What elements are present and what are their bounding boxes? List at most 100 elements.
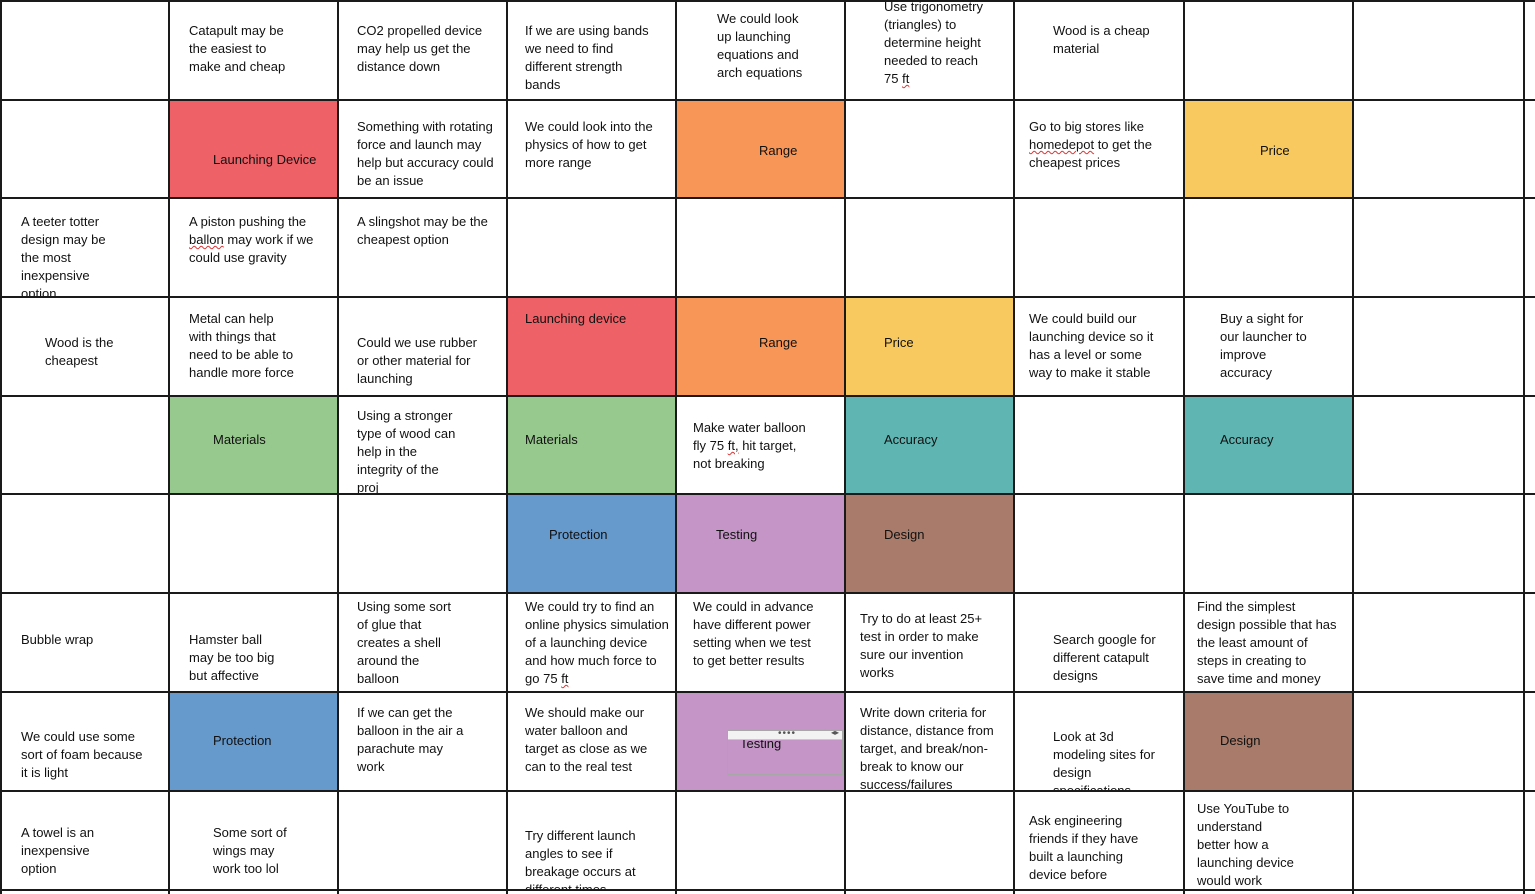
table-cell-r9-c2[interactable]: Some sort of wings may work too lol bbox=[169, 791, 338, 890]
table-cell-r7-c1[interactable]: Bubble wrap bbox=[0, 593, 169, 692]
drag-grip-icon[interactable]: •••• bbox=[778, 728, 797, 739]
table-cell-r9-c8[interactable]: Use YouTube to understand better how a l… bbox=[1184, 791, 1353, 890]
handle-bar[interactable]: •••• ◂▸ bbox=[728, 728, 842, 740]
table-cell-r8-c8[interactable]: Design bbox=[1184, 692, 1353, 791]
table-cell-r6-c9[interactable] bbox=[1353, 494, 1524, 593]
table-cell-r6-c4[interactable]: Protection bbox=[507, 494, 676, 593]
table-cell-r6-c5[interactable]: Testing bbox=[676, 494, 845, 593]
table-cell-r1-c1[interactable] bbox=[0, 0, 169, 100]
table-cell-r7-c3[interactable]: Using some sort of glue that creates a s… bbox=[338, 593, 507, 692]
table-cell-r4-c3[interactable]: Could we use rubber or other material fo… bbox=[338, 297, 507, 396]
table-cell-r2-c2[interactable]: Launching Device bbox=[169, 100, 338, 198]
table-cell-r5-c5[interactable]: Make water balloon fly 75 ft, hit target… bbox=[676, 396, 845, 494]
cell-text: Materials bbox=[525, 432, 578, 447]
table-cell-r6-c8[interactable] bbox=[1184, 494, 1353, 593]
cell-text: A towel is an inexpensive option bbox=[21, 825, 95, 876]
grid-line-vertical bbox=[1523, 0, 1525, 894]
table-cell-r5-c7[interactable] bbox=[1014, 396, 1184, 494]
table-cell-r4-c9[interactable] bbox=[1353, 297, 1524, 396]
table-cell-r3-c1[interactable]: A teeter totter design may be the most i… bbox=[0, 198, 169, 297]
table-cell-r4-c1[interactable]: Wood is the cheapest bbox=[0, 297, 169, 396]
cell-text: Try to do at least 25+ test in order to … bbox=[860, 611, 983, 680]
cell-text: Testing bbox=[716, 527, 758, 542]
resize-arrows-icon[interactable]: ◂▸ bbox=[830, 728, 839, 737]
table-cell-r1-c9[interactable] bbox=[1353, 0, 1524, 100]
table-cell-r4-c4[interactable]: Launching device bbox=[507, 297, 676, 396]
table-cell-r1-c2[interactable]: Catapult may be the easiest to make and … bbox=[169, 0, 338, 100]
grid-line-vertical bbox=[506, 0, 508, 894]
table-cell-r9-c4[interactable]: Try different launch angles to see if br… bbox=[507, 791, 676, 890]
table-cell-r7-c7[interactable]: Search google for different catapult des… bbox=[1014, 593, 1184, 692]
table-cell-r7-c4[interactable]: We could try to find an online physics s… bbox=[507, 593, 676, 692]
table-cell-r7-c5[interactable]: We could in advance have different power… bbox=[676, 593, 845, 692]
table-cell-r2-c1[interactable] bbox=[0, 100, 169, 198]
table-cell-r9-c6[interactable] bbox=[845, 791, 1014, 890]
table-cell-r2-c3[interactable]: Something with rotating force and launch… bbox=[338, 100, 507, 198]
cell-text: If we can get the balloon in the air a p… bbox=[357, 705, 464, 774]
grid-line-horizontal bbox=[0, 296, 1535, 298]
table-cell-r3-c6[interactable] bbox=[845, 198, 1014, 297]
table-cell-r7-c6[interactable]: Try to do at least 25+ test in order to … bbox=[845, 593, 1014, 692]
table-cell-r9-c5[interactable] bbox=[676, 791, 845, 890]
cell-text: Wood is a cheap material bbox=[1053, 23, 1150, 56]
table-cell-r1-c4[interactable]: If we are using bands we need to find di… bbox=[507, 0, 676, 100]
table-cell-r5-c6[interactable]: Accuracy bbox=[845, 396, 1014, 494]
table-cell-r8-c4[interactable]: We should make our water balloon and tar… bbox=[507, 692, 676, 791]
cell-text: Design bbox=[884, 527, 925, 542]
table-cell-r9-c7[interactable]: Ask engineering friends if they have bui… bbox=[1014, 791, 1184, 890]
cell-text: Some sort of wings may work too lol bbox=[213, 825, 287, 876]
grid-line-vertical bbox=[1183, 0, 1185, 894]
table-cell-r6-c1[interactable] bbox=[0, 494, 169, 593]
table-cell-r9-c9[interactable] bbox=[1353, 791, 1524, 890]
table-cell-r1-c8[interactable] bbox=[1184, 0, 1353, 100]
table-cell-r8-c6[interactable]: Write down criteria for distance, distan… bbox=[845, 692, 1014, 791]
table-cell-r1-c6[interactable]: Use trigonometry (triangles) to determin… bbox=[845, 0, 1014, 100]
grid-line-vertical bbox=[168, 0, 170, 894]
table-cell-r8-c7[interactable]: Look at 3d modeling sites for design spe… bbox=[1014, 692, 1184, 791]
table-cell-r7-c8[interactable]: Find the simplest design possible that h… bbox=[1184, 593, 1353, 692]
table-cell-r7-c2[interactable]: Hamster ball may be too big but affectiv… bbox=[169, 593, 338, 692]
table-cell-r2-c6[interactable] bbox=[845, 100, 1014, 198]
table-cell-r5-c2[interactable]: Materials bbox=[169, 396, 338, 494]
table-cell-r6-c2[interactable] bbox=[169, 494, 338, 593]
table-cell-r4-c2[interactable]: Metal can help with things that need to … bbox=[169, 297, 338, 396]
table-cell-r2-c5[interactable]: Range bbox=[676, 100, 845, 198]
table-cell-r8-c3[interactable]: If we can get the balloon in the air a p… bbox=[338, 692, 507, 791]
table-cell-r9-c3[interactable] bbox=[338, 791, 507, 890]
table-cell-r5-c1[interactable] bbox=[0, 396, 169, 494]
table-cell-r3-c2[interactable]: A piston pushing the ballon may work if … bbox=[169, 198, 338, 297]
table-cell-r2-c8[interactable]: Price bbox=[1184, 100, 1353, 198]
table-cell-r5-c8[interactable]: Accuracy bbox=[1184, 396, 1353, 494]
table-cell-r4-c5[interactable]: Range bbox=[676, 297, 845, 396]
table-cell-r1-c5[interactable]: We could look up launching equations and… bbox=[676, 0, 845, 100]
table-cell-r8-c2[interactable]: Protection bbox=[169, 692, 338, 791]
table-cell-r8-c9[interactable] bbox=[1353, 692, 1524, 791]
table-cell-r2-c9[interactable] bbox=[1353, 100, 1524, 198]
table-cell-r3-c4[interactable] bbox=[507, 198, 676, 297]
table-cell-r7-c9[interactable] bbox=[1353, 593, 1524, 692]
table-cell-r3-c9[interactable] bbox=[1353, 198, 1524, 297]
table-cell-r6-c3[interactable] bbox=[338, 494, 507, 593]
table-cell-r1-c3[interactable]: CO2 propelled device may help us get the… bbox=[338, 0, 507, 100]
table-cell-r6-c6[interactable]: Design bbox=[845, 494, 1014, 593]
table-cell-r6-c7[interactable] bbox=[1014, 494, 1184, 593]
table-cell-r2-c4[interactable]: We could look into the physics of how to… bbox=[507, 100, 676, 198]
text-box-resize-handle[interactable]: •••• ◂▸ bbox=[727, 728, 843, 775]
table-cell-r9-c1[interactable]: A towel is an inexpensive option bbox=[0, 791, 169, 890]
table-cell-r8-c1[interactable]: We could use some sort of foam because i… bbox=[0, 692, 169, 791]
cell-text: Bubble wrap bbox=[21, 632, 94, 647]
table-cell-r3-c5[interactable] bbox=[676, 198, 845, 297]
table-cell-r1-c7[interactable]: Wood is a cheap material bbox=[1014, 0, 1184, 100]
table-cell-r4-c8[interactable]: Buy a sight for our launcher to improve … bbox=[1184, 297, 1353, 396]
table-cell-r3-c3[interactable]: A slingshot may be the cheapest option bbox=[338, 198, 507, 297]
table-cell-r3-c7[interactable] bbox=[1014, 198, 1184, 297]
table-cell-r4-c6[interactable]: Price bbox=[845, 297, 1014, 396]
table-cell-r2-c7[interactable]: Go to big stores like homedepot to get t… bbox=[1014, 100, 1184, 198]
table-cell-r5-c9[interactable] bbox=[1353, 396, 1524, 494]
table-cell-r4-c7[interactable]: We could build our launching device so i… bbox=[1014, 297, 1184, 396]
table-cell-r5-c4[interactable]: Materials bbox=[507, 396, 676, 494]
cell-text: Launching device bbox=[525, 311, 627, 326]
grid-line-vertical bbox=[337, 0, 339, 894]
table-cell-r3-c8[interactable] bbox=[1184, 198, 1353, 297]
table-cell-r5-c3[interactable]: Using a stronger type of wood can help i… bbox=[338, 396, 507, 494]
